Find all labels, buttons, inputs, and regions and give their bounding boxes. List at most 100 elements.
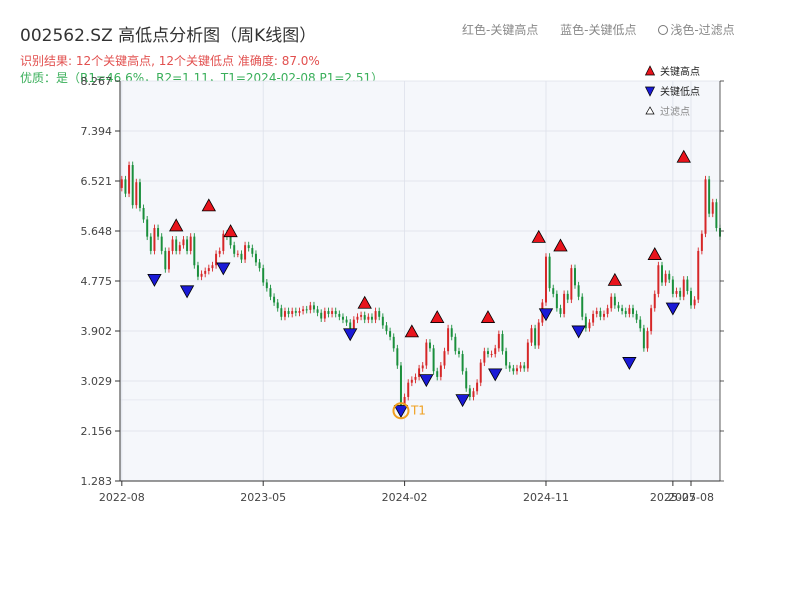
key-low-marker [216,262,231,276]
x-tick-label: 2025-07 [650,491,696,504]
candle [407,379,410,401]
candle-body [410,379,413,383]
candle [142,204,145,223]
legend-filtered-label: 过滤点 [660,105,690,118]
candle [592,310,595,326]
candle-body [399,365,402,406]
candle [367,313,370,324]
candle-body [690,291,692,306]
candle [497,330,500,352]
candle-body [595,311,598,314]
candle [283,307,286,321]
candle [236,250,239,258]
candle [447,324,450,355]
candle [548,253,551,292]
candle-body [501,333,504,352]
candle [392,333,395,352]
candle-body [418,368,421,377]
candle-body [443,351,446,366]
candle [526,339,529,372]
candle [280,304,283,321]
candle-body [229,236,232,246]
candle [635,310,638,324]
candle-body [167,250,170,270]
candle-body [222,233,225,251]
candle [124,175,127,198]
y-tick-label: 6.521 [81,175,113,188]
candle [610,293,613,312]
key-low-marker [571,325,586,339]
candle [341,313,344,324]
candle-body [639,319,642,329]
candle-body [142,207,145,220]
t1-ring [392,402,410,420]
candle-body [262,268,265,283]
candle-body [537,322,540,346]
candle-body [660,265,663,283]
candle-body [157,228,160,237]
candle [668,270,671,284]
candle [700,230,703,255]
candle [476,379,479,395]
candle [570,264,573,304]
candle-body [566,293,569,300]
y-tick-label: 3.902 [81,325,113,338]
candle-body [287,311,290,314]
candle-body [679,291,682,297]
key-high-marker [223,224,238,238]
candle-body [251,248,254,254]
candle [294,307,297,317]
candle [439,362,442,381]
candle-body [479,362,482,383]
candle [454,333,457,355]
candle-body [254,253,257,263]
circle-icon [658,25,669,35]
candle [675,287,678,298]
candle [323,307,326,322]
candle-body [508,365,511,369]
candle [153,224,156,255]
candle [588,319,591,332]
candle-body [215,253,218,266]
candle-body [675,291,678,294]
candle-body [490,354,493,356]
candle-body [160,236,163,251]
candle [711,198,714,218]
candle-body [316,309,319,313]
candle [320,309,323,322]
candle-body [428,342,431,349]
candle-body [178,245,181,251]
candle-body [425,342,428,366]
candle [461,350,464,375]
candle [196,261,199,281]
candle-body [472,391,475,397]
candle-body [124,179,127,194]
candle [193,233,196,269]
candle [660,261,663,286]
candle [515,364,518,375]
candle [425,339,428,369]
candle-body [577,285,580,297]
candle-body [646,331,649,349]
key-low-marker [343,328,358,342]
candle-body [349,322,352,329]
candle [650,304,653,335]
x-tick-label: 2024-11 [523,491,569,504]
legend-low-label: 关键低点 [660,85,700,98]
candle-body [327,311,330,314]
candle-body [367,316,370,320]
candle-body [512,368,515,372]
key-low-marker [622,357,637,370]
candle-body [396,348,399,366]
candle [186,236,189,255]
candle [247,241,250,252]
candle-body [164,250,167,270]
candle [385,321,388,335]
candle-body [559,308,562,314]
candle [599,307,602,321]
candle-body [309,305,312,310]
candle [178,241,181,255]
candle [631,304,634,318]
legend-blue-label: 蓝色-关键低点 [560,23,637,37]
